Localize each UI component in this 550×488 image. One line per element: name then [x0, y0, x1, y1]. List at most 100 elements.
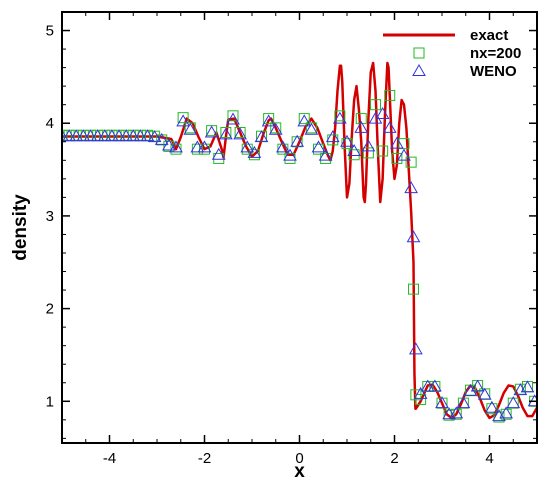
square-marker [263, 113, 275, 125]
triangle-marker [304, 122, 319, 135]
x-tick-label: -2 [198, 450, 211, 467]
triangle-marker [375, 106, 390, 119]
square-marker [227, 110, 239, 122]
legend-label: WENO [470, 63, 517, 80]
triangle-marker [470, 379, 485, 392]
triangle-marker [154, 132, 169, 145]
triangle-marker [354, 120, 369, 133]
triangle-marker [420, 379, 435, 392]
square-marker [405, 156, 417, 168]
triangle-marker [69, 129, 84, 142]
legend-square-swatch [413, 47, 425, 59]
triangle-marker [325, 130, 340, 143]
triangle-marker [261, 114, 276, 127]
square-marker [334, 110, 346, 122]
y-tick-label: 3 [46, 208, 54, 225]
square-marker [362, 147, 374, 159]
triangle-marker [140, 129, 155, 142]
triangle-marker [333, 111, 347, 124]
triangle-marker [83, 129, 98, 142]
triangle-marker [76, 129, 91, 142]
square-marker [298, 113, 310, 125]
triangle-marker [226, 112, 240, 125]
y-tick-label: 2 [46, 301, 54, 318]
triangle-marker [318, 148, 333, 161]
triangle-marker [233, 127, 247, 140]
triangle-marker [435, 396, 449, 409]
x-axis-title: x [294, 461, 305, 482]
series-triangle [62, 106, 537, 422]
triangle-marker [90, 129, 105, 142]
triangle-marker [204, 125, 219, 138]
legend-entry: exact [383, 27, 508, 44]
square-marker [377, 145, 389, 157]
triangle-marker [449, 406, 464, 419]
triangle-marker [240, 140, 255, 153]
square-marker [398, 138, 410, 150]
square-marker [384, 89, 396, 101]
triangle-marker [247, 145, 262, 158]
triangle-marker [62, 129, 69, 142]
triangle-marker [197, 140, 212, 153]
legend-label: exact [470, 27, 508, 44]
triangle-marker [268, 122, 283, 135]
y-tick-label: 4 [46, 115, 54, 132]
triangle-marker [361, 139, 376, 152]
triangle-marker [397, 148, 411, 161]
triangle-marker [311, 140, 326, 153]
ticks-layer: -4 -2 0 2 4 1 2 3 4 5 [46, 12, 538, 467]
square-marker [391, 152, 403, 164]
square-marker [313, 143, 324, 155]
triangle-marker [442, 407, 456, 420]
triangle-marker [190, 140, 205, 153]
triangle-marker [368, 111, 383, 124]
triangle-marker [340, 134, 354, 147]
triangle-marker [506, 396, 521, 409]
square-marker [370, 99, 381, 111]
x-tick-label: 2 [390, 450, 398, 467]
triangle-marker [162, 138, 176, 151]
triangle-marker [297, 114, 312, 127]
triangle-marker [133, 129, 148, 142]
y-tick-label: 1 [46, 393, 54, 410]
square-marker [450, 408, 462, 420]
triangle-marker [211, 147, 226, 160]
triangle-marker [428, 379, 442, 392]
y-tick-label: 5 [46, 23, 54, 40]
triangle-marker [404, 181, 418, 194]
triangle-marker [105, 129, 119, 142]
x-tick-label: 0 [295, 450, 303, 467]
y-axis-title: density [10, 194, 31, 261]
legend-entry: WENO [412, 63, 517, 80]
triangle-marker [499, 406, 513, 419]
square-marker [177, 112, 189, 124]
x-tick-label: 4 [485, 450, 493, 467]
square-marker [493, 411, 505, 423]
triangle-marker [112, 129, 126, 142]
legend-label: nx=200 [470, 45, 521, 62]
triangle-marker [176, 114, 190, 127]
triangle-marker [283, 148, 297, 161]
triangle-marker [254, 130, 269, 143]
triangle-marker [409, 342, 423, 355]
triangle-marker [290, 134, 304, 147]
triangle-marker [463, 384, 478, 397]
triangle-marker [97, 129, 112, 142]
triangle-marker [119, 129, 133, 142]
x-tick-label: -4 [103, 450, 116, 467]
triangle-marker [347, 144, 361, 157]
triangle-marker [276, 140, 290, 153]
square-marker [486, 403, 498, 415]
legend-entry: nx=200 [413, 45, 521, 62]
triangle-marker [406, 230, 421, 243]
legend-triangle-swatch [412, 63, 426, 76]
square-marker [355, 113, 367, 125]
triangle-marker [126, 129, 141, 142]
triangle-marker [382, 120, 397, 133]
triangle-marker [390, 136, 404, 149]
triangle-marker [219, 127, 233, 140]
triangle-marker [413, 386, 428, 399]
plot-frame [61, 11, 538, 444]
